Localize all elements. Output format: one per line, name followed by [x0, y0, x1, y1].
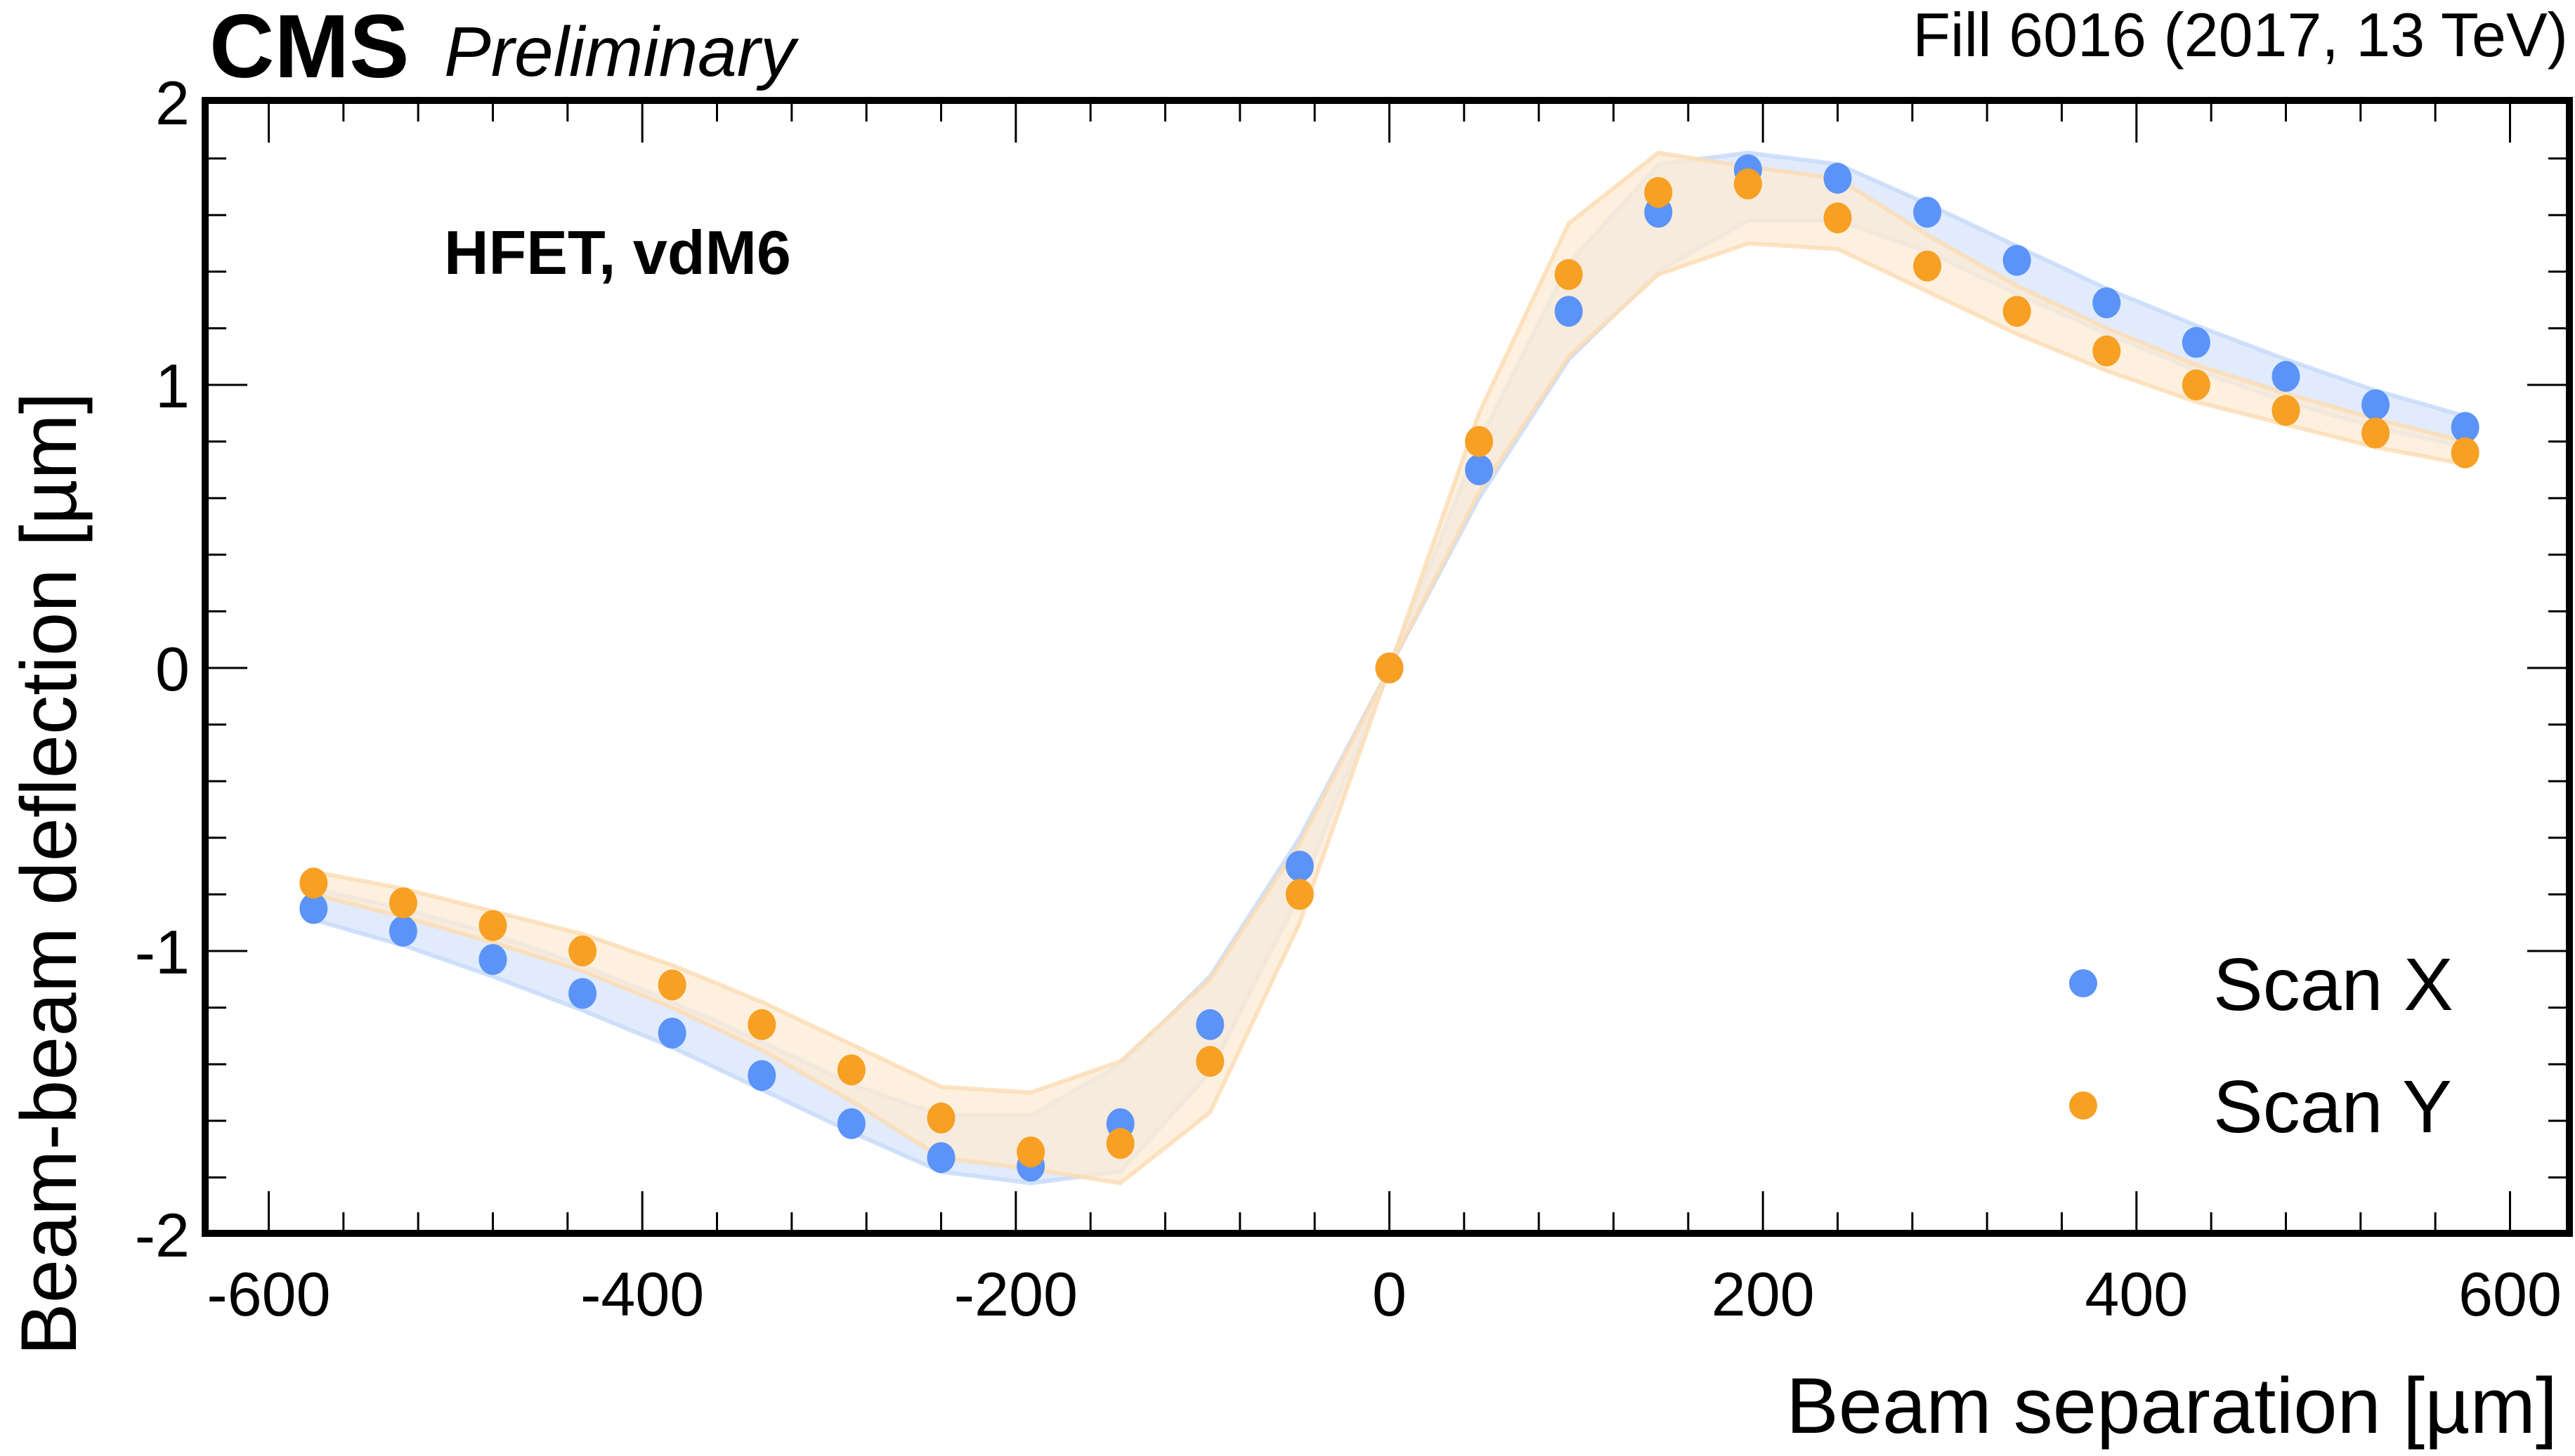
point-scan-y	[1017, 1136, 1045, 1168]
point-scan-y	[299, 867, 328, 899]
point-scan-y	[1285, 879, 1314, 910]
x-tick-label: 200	[1712, 1259, 1815, 1329]
y-axis-title: Beam-beam deflection [µm]	[5, 392, 93, 1356]
point-scan-y	[1465, 426, 1494, 457]
point-scan-y	[748, 1009, 776, 1040]
x-tick-label: -600	[207, 1259, 330, 1329]
y-tick-labels: -2 -1 0 1 2	[135, 68, 190, 1270]
point-scan-y	[1644, 176, 1673, 208]
detector-annotation: HFET, vdM6	[444, 218, 791, 287]
point-scan-x	[927, 1142, 956, 1174]
point-scan-x	[1823, 162, 1852, 194]
y-tick-label: 0	[155, 634, 190, 704]
point-scan-x	[2451, 412, 2479, 443]
y-tick-label: -1	[135, 917, 190, 987]
point-scan-x	[2182, 327, 2210, 358]
point-scan-x	[1285, 851, 1314, 882]
status-label: Preliminary	[444, 13, 800, 91]
point-scan-y	[1196, 1046, 1225, 1077]
point-scan-x	[748, 1060, 776, 1091]
x-tick-label: -400	[580, 1259, 704, 1329]
point-scan-y	[2002, 296, 2031, 327]
point-scan-y	[658, 969, 686, 1001]
legend-marker-scan-x	[2069, 969, 2097, 997]
point-scan-y	[2182, 369, 2210, 400]
point-scan-y	[1375, 652, 1404, 683]
point-scan-y	[2451, 437, 2479, 468]
x-tick-label: 0	[1372, 1259, 1407, 1329]
x-tick-label: -200	[954, 1259, 1078, 1329]
plot-frame	[202, 97, 2573, 1237]
point-scan-y	[1823, 202, 1852, 234]
point-scan-x	[837, 1108, 866, 1139]
point-scan-x	[389, 915, 417, 947]
run-info-label: Fill 6016 (2017, 13 TeV)	[1912, 0, 2568, 70]
point-scan-x	[2092, 287, 2121, 319]
point-scan-x	[1554, 296, 1583, 327]
point-scan-x	[1913, 197, 1942, 228]
x-axis-title: Beam separation [µm]	[1786, 1362, 2557, 1450]
point-scan-x	[658, 1017, 686, 1049]
point-scan-y	[389, 887, 417, 919]
point-scan-x	[1465, 454, 1494, 485]
x-tick-label: 600	[2458, 1259, 2562, 1329]
legend: Scan X Scan Y	[2069, 943, 2453, 1148]
point-scan-x	[2271, 360, 2300, 392]
point-scan-x	[478, 944, 507, 976]
point-scan-y	[478, 910, 507, 941]
experiment-label: CMS	[209, 0, 409, 97]
point-scan-y	[1106, 1128, 1135, 1160]
legend-label-scan-y: Scan Y	[2213, 1065, 2452, 1148]
point-scan-y	[927, 1102, 956, 1134]
point-scan-y	[568, 936, 597, 966]
point-scan-x	[2002, 244, 2031, 276]
legend-marker-scan-y	[2069, 1091, 2097, 1120]
point-scan-y	[837, 1054, 866, 1086]
legend-label-scan-x: Scan X	[2213, 943, 2453, 1026]
x-tick-label: 400	[2085, 1259, 2188, 1329]
point-scan-y	[1733, 168, 1762, 199]
y-tick-label: -2	[135, 1200, 190, 1270]
point-scan-y	[2271, 395, 2300, 426]
y-tick-label: 1	[155, 351, 190, 421]
point-scan-x	[1196, 1009, 1225, 1040]
point-scan-x	[2361, 389, 2390, 421]
point-scan-x	[299, 893, 328, 924]
point-scan-x	[568, 978, 597, 1009]
point-scan-y	[1913, 250, 1942, 282]
point-scan-y	[2361, 417, 2390, 449]
data-points	[299, 154, 2479, 1182]
x-tick-labels: -600 -400 -200 0 200 400 600	[207, 1259, 2561, 1329]
point-scan-y	[2092, 335, 2121, 367]
y-tick-label: 2	[155, 68, 190, 138]
point-scan-y	[1554, 258, 1583, 290]
